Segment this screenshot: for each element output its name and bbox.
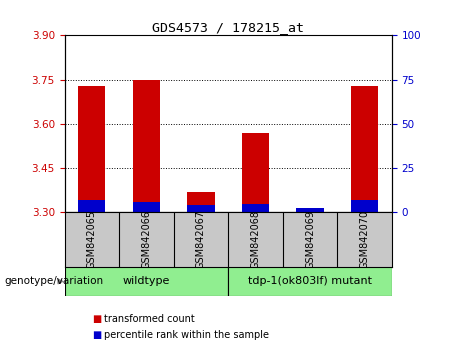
Text: transformed count: transformed count — [104, 314, 195, 324]
Bar — [65, 267, 228, 296]
Text: ■: ■ — [92, 330, 101, 339]
Bar — [242, 133, 269, 212]
Text: GSM842066: GSM842066 — [142, 210, 151, 269]
Bar — [351, 86, 378, 212]
Text: GSM842070: GSM842070 — [360, 210, 370, 269]
Bar — [187, 205, 214, 212]
Bar — [133, 202, 160, 212]
Bar — [78, 86, 106, 212]
Text: ■: ■ — [92, 314, 101, 324]
Text: tdp-1(ok803lf) mutant: tdp-1(ok803lf) mutant — [248, 276, 372, 286]
Bar — [228, 267, 392, 296]
Text: wildtype: wildtype — [123, 276, 170, 286]
Text: percentile rank within the sample: percentile rank within the sample — [104, 330, 269, 339]
Bar — [78, 200, 106, 212]
Text: GSM842068: GSM842068 — [250, 210, 260, 269]
Text: genotype/variation: genotype/variation — [5, 276, 104, 286]
Bar — [351, 200, 378, 212]
Title: GDS4573 / 178215_at: GDS4573 / 178215_at — [152, 21, 304, 34]
Bar — [187, 192, 214, 212]
Text: GSM842065: GSM842065 — [87, 210, 97, 269]
Bar — [296, 208, 324, 212]
Bar — [242, 204, 269, 212]
Bar — [133, 80, 160, 212]
Text: GSM842067: GSM842067 — [196, 210, 206, 269]
Text: GSM842069: GSM842069 — [305, 210, 315, 269]
